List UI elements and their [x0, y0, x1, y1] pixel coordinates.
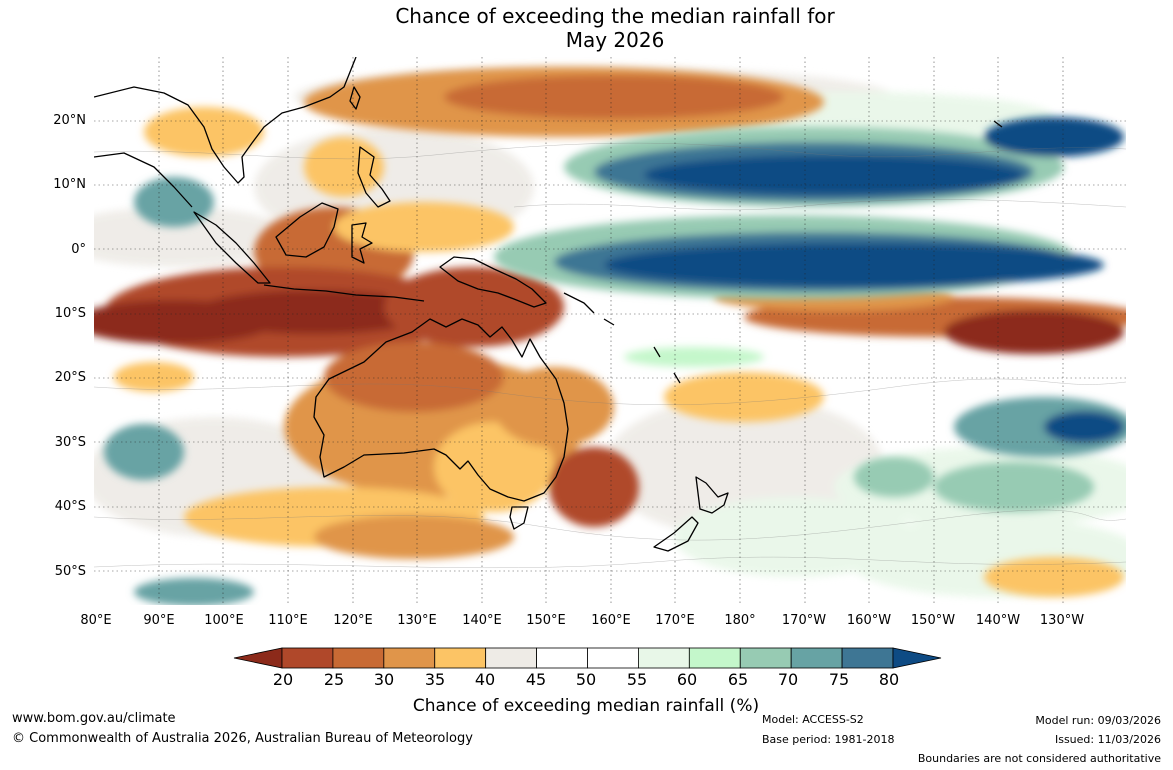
lon-label-130w: 130°W	[1039, 613, 1085, 628]
lon-label-150e: 150°E	[526, 613, 566, 628]
lon-label-170e: 170°E	[655, 613, 695, 628]
model-run-date: Model run: 09/03/2026	[1035, 714, 1161, 727]
colorbar-tick-65: 65	[727, 670, 749, 689]
colorbar-tick-50: 50	[575, 670, 597, 689]
lon-label-150w: 150°W	[910, 613, 956, 628]
colorbar-segment	[281, 647, 334, 669]
rainfall-map-svg	[94, 57, 1126, 605]
colorbar-tick-40: 40	[474, 670, 496, 689]
lat-label-10s: 10°S	[54, 306, 86, 321]
lat-label-20s: 20°S	[54, 370, 86, 385]
lon-label-130e: 130°E	[397, 613, 437, 628]
colorbar-tick-35: 35	[424, 670, 446, 689]
lat-label-40s: 40°S	[54, 499, 86, 514]
colorbar-tick-70: 70	[777, 670, 799, 689]
colorbar-segment	[332, 647, 385, 669]
colorbar-segment	[841, 647, 894, 669]
colorbar-tick-60: 60	[676, 670, 698, 689]
colorbar-arrow-low	[233, 647, 283, 669]
base-period: Base period: 1981-2018	[762, 733, 895, 746]
lat-label-30s: 30°S	[54, 435, 86, 450]
colorbar-title: Chance of exceeding median rainfall (%)	[412, 696, 760, 716]
colorbar-segment	[383, 647, 436, 669]
colorbar-tick-30: 30	[373, 670, 395, 689]
chart-title-line1: Chance of exceeding the median rainfall …	[395, 4, 835, 28]
colorbar	[233, 647, 942, 669]
lat-label-20n: 20°N	[53, 113, 86, 128]
colorbar-tick-25: 25	[323, 670, 345, 689]
colorbar-segment	[536, 647, 588, 669]
lon-label-140w: 140°W	[975, 613, 1021, 628]
colorbar-segment	[739, 647, 792, 669]
colorbar-segment	[790, 647, 843, 669]
issued-date: Issued: 11/03/2026	[1054, 733, 1161, 746]
copyright-text: © Commonwealth of Australia 2026, Austra…	[12, 731, 473, 746]
chart-title: Chance of exceeding the median rainfall …	[0, 4, 1173, 52]
lon-label-100e: 100°E	[204, 613, 244, 628]
lat-label-10n: 10°N	[53, 177, 86, 192]
lat-label-50s: 50°S	[54, 564, 86, 579]
lon-label-110e: 110°E	[268, 613, 308, 628]
colorbar-segment	[434, 647, 487, 669]
boundaries-disclaimer: Boundaries are not considered authoritat…	[917, 752, 1161, 765]
lon-label-160w: 160°W	[846, 613, 892, 628]
model-name: Model: ACCESS-S2	[762, 713, 864, 726]
lon-label-170w: 170°W	[781, 613, 827, 628]
lon-label-120e: 120°E	[333, 613, 373, 628]
colorbar-segment	[485, 647, 537, 669]
lon-label-140e: 140°E	[462, 613, 502, 628]
website-link[interactable]: www.bom.gov.au/climate	[12, 711, 176, 726]
chart-title-line2: May 2026	[565, 28, 665, 52]
colorbar-tick-55: 55	[626, 670, 648, 689]
lon-label-90e: 90°E	[143, 613, 175, 628]
rainfall-map	[94, 57, 1126, 605]
lon-label-180: 180°	[724, 613, 756, 628]
colorbar-segment	[638, 647, 690, 669]
colorbar-tick-45: 45	[525, 670, 547, 689]
colorbar-segment	[587, 647, 639, 669]
colorbar-tick-20: 20	[272, 670, 294, 689]
lon-label-80e: 80°E	[80, 613, 112, 628]
colorbar-tick-75: 75	[828, 670, 850, 689]
colorbar-tick-80: 80	[878, 670, 900, 689]
colorbar-segment	[688, 647, 741, 669]
lat-label-0: 0°	[71, 242, 86, 257]
colorbar-arrow-high	[892, 647, 942, 669]
lon-label-160e: 160°E	[591, 613, 631, 628]
